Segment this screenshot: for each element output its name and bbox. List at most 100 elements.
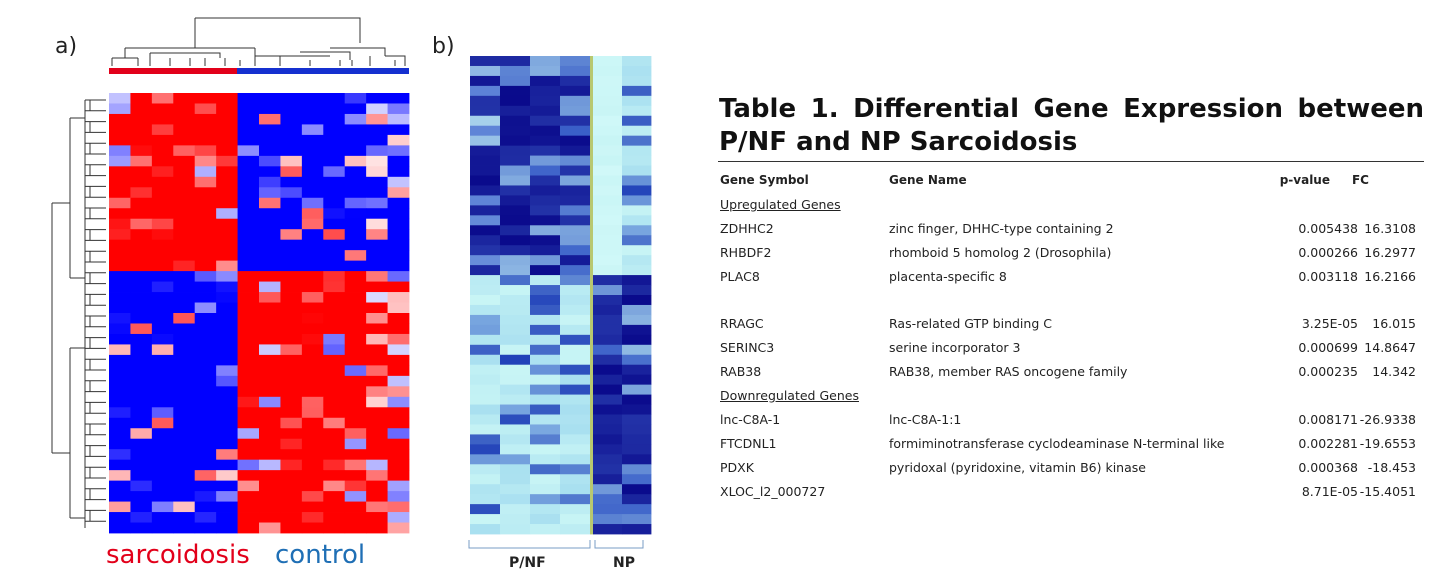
heatmap-cell: [622, 95, 652, 107]
heatmap-cell: [259, 187, 281, 199]
table-rule: [718, 161, 1424, 162]
heatmap-cell: [216, 417, 238, 429]
heatmap-cell: [593, 414, 623, 425]
heatmap-cell: [590, 514, 594, 525]
heatmap-cell: [593, 444, 623, 455]
heatmap-cell: [593, 424, 623, 435]
heatmap-cell: [301, 470, 324, 482]
heatmap-cell: [216, 166, 238, 178]
heatmap-cell: [130, 155, 153, 167]
heatmap-cell: [470, 105, 501, 117]
heatmap-cell: [344, 292, 367, 303]
heatmap-cell: [109, 491, 131, 502]
heatmap-cell: [280, 323, 303, 335]
heatmap-cell: [173, 323, 196, 335]
heatmap-cell: [216, 512, 238, 523]
heatmap-cell: [173, 512, 196, 523]
heatmap-cell: [323, 386, 346, 398]
heatmap-cell: [301, 428, 324, 440]
heatmap-cell: [366, 166, 388, 178]
heatmap-cell: [194, 522, 217, 534]
heatmap-cell: [301, 134, 324, 146]
heatmap-cell: [500, 354, 531, 366]
heatmap-a: [51, 17, 410, 534]
heatmap-cell: [500, 285, 531, 296]
heatmap-cell: [109, 197, 131, 209]
heatmap-cell: [366, 354, 388, 366]
heatmap-cell: [130, 197, 153, 209]
heatmap-cell: [151, 197, 174, 209]
heatmap-cell: [130, 501, 153, 513]
heatmap-cell: [259, 208, 281, 220]
heatmap-cell: [109, 124, 131, 136]
heatmap-cell: [590, 344, 594, 356]
heatmap-cell: [470, 65, 501, 77]
heatmap-cell: [237, 313, 260, 324]
heatmap-b: [468, 56, 652, 549]
heatmap-cell: [387, 260, 410, 272]
heatmap-cell: [280, 302, 303, 314]
heatmap-cell: [470, 424, 501, 435]
heatmap-cell: [109, 292, 131, 303]
heatmap-cell: [590, 135, 594, 147]
heatmap-cell: [593, 304, 623, 316]
heatmap-cell: [194, 323, 217, 335]
heatmap-cell: [344, 113, 367, 125]
heatmap-cell: [237, 407, 260, 419]
heatmap-cell: [323, 239, 346, 251]
heatmap-cell: [130, 124, 153, 136]
heatmap-cell: [109, 113, 131, 125]
heatmap-cell: [530, 314, 561, 326]
heatmap-cell: [530, 494, 561, 505]
heatmap-cell: [387, 103, 410, 115]
heatmap-cell: [130, 250, 153, 262]
heatmap-cell: [470, 454, 501, 465]
heatmap-cell: [366, 134, 388, 146]
heatmap-cell: [387, 407, 410, 419]
heatmap-cell: [173, 250, 196, 262]
heatmap-cell: [130, 344, 153, 356]
heatmap-cell: [173, 271, 196, 282]
heatmap-cell: [109, 354, 131, 366]
heatmap-cell: [151, 333, 174, 345]
heatmap-cell: [590, 454, 594, 465]
heatmap-cell: [590, 394, 594, 405]
heatmap-cell: [323, 449, 346, 461]
heatmap-cell: [301, 417, 324, 429]
heatmap-cell: [151, 354, 174, 366]
heatmap-cell: [130, 208, 153, 220]
heatmap-cell: [259, 113, 281, 125]
heatmap-cell: [590, 494, 594, 505]
heatmap-cell: [500, 125, 531, 137]
heatmap-cell: [560, 175, 591, 186]
heatmap-cell: [387, 176, 410, 188]
heatmap-cell: [593, 464, 623, 475]
heatmap-cell: [173, 375, 196, 387]
heatmap-cell: [109, 187, 131, 199]
np-bracket: [594, 540, 644, 549]
gene-name: Ras-related GTP binding C: [889, 316, 1052, 331]
heatmap-cell: [151, 501, 174, 513]
heatmap-cell: [387, 208, 410, 220]
heatmap-cell: [593, 95, 623, 107]
heatmap-cell: [590, 424, 594, 435]
heatmap-cell: [173, 281, 196, 293]
heatmap-cell: [301, 449, 324, 461]
heatmap-cell: [216, 344, 238, 356]
heatmap-cell: [216, 522, 238, 534]
heatmap-cell: [366, 396, 388, 408]
row-dendrogram: [51, 99, 106, 528]
heatmap-cell: [301, 176, 324, 188]
heatmap-cell: [560, 354, 591, 366]
heatmap-cell: [590, 364, 594, 376]
heatmap-cell: [280, 396, 303, 408]
heatmap-cell: [560, 494, 591, 505]
heatmap-cell: [560, 125, 591, 137]
heatmap-cell: [387, 470, 410, 482]
heatmap-cell: [593, 334, 623, 346]
heatmap-cell: [387, 438, 410, 450]
heatmap-cell: [280, 491, 303, 502]
heatmap-cell: [280, 292, 303, 303]
heatmap-cell: [622, 265, 652, 276]
heatmap-cell: [560, 484, 591, 495]
